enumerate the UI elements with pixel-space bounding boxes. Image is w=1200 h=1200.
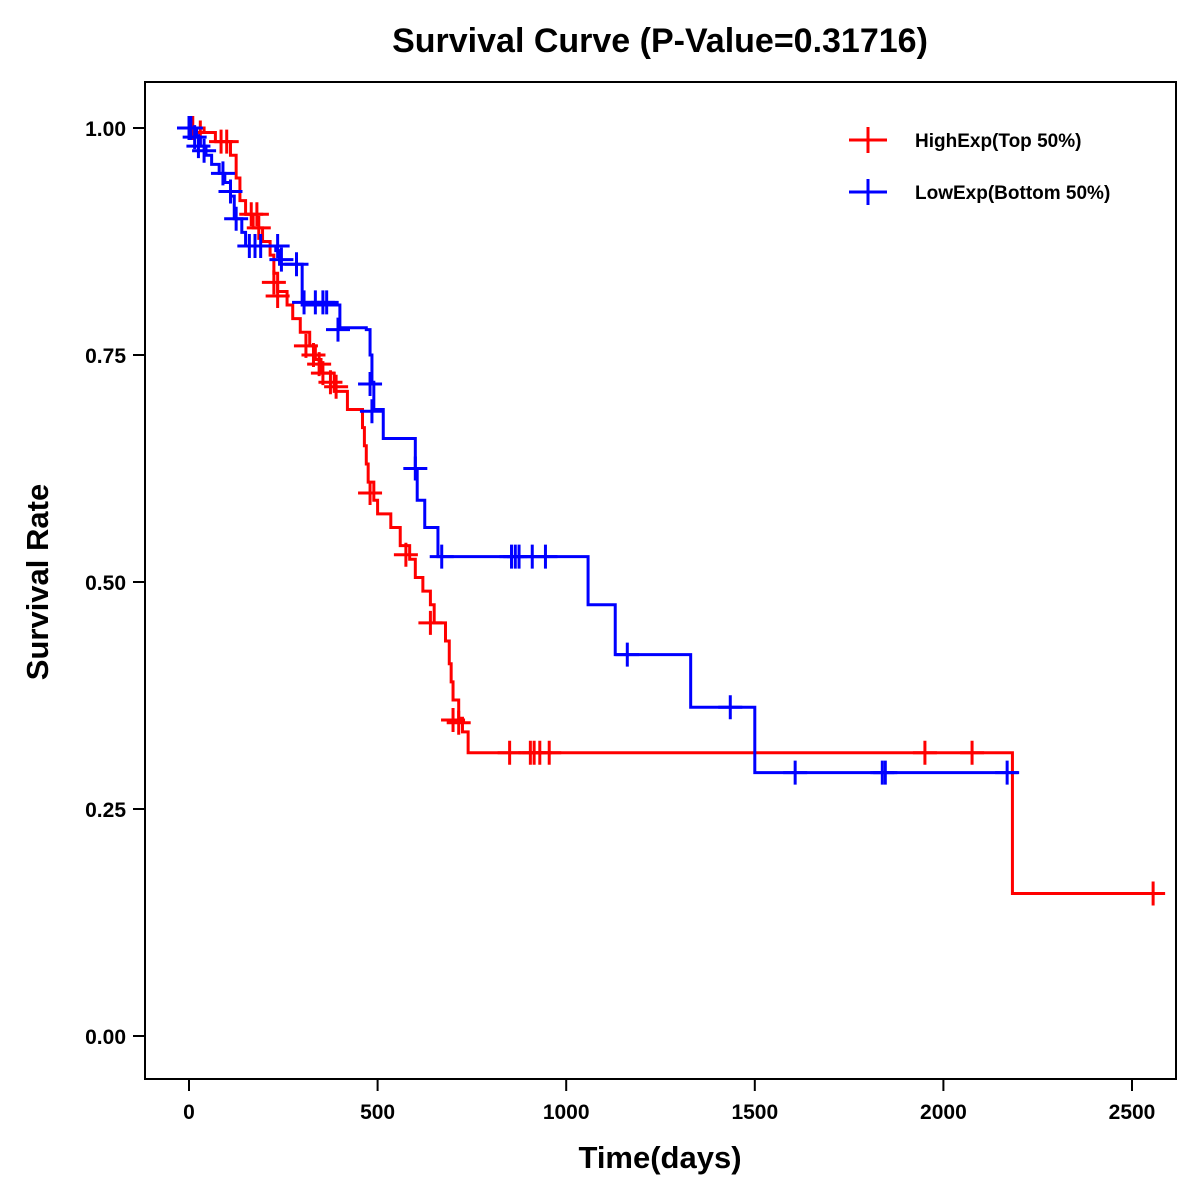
- plot-frame: [144, 81, 1177, 1080]
- censor-mark: [224, 206, 249, 231]
- y-tick-label: 1.00: [85, 118, 126, 141]
- censor-mark: [441, 708, 466, 733]
- censor-mark: [186, 134, 211, 159]
- censor-mark: [358, 481, 383, 506]
- x-tick-label: 2500: [1109, 1101, 1156, 1124]
- censor-mark: [325, 317, 350, 342]
- y-axis-title: Survival Rate: [20, 484, 55, 680]
- censor-mark: [615, 642, 640, 667]
- censor-mark: [261, 270, 286, 295]
- survival-step-line: [189, 126, 1155, 895]
- censor-mark: [265, 283, 290, 308]
- censor-mark: [429, 544, 454, 569]
- censor-mark: [218, 179, 243, 204]
- censor-mark: [314, 290, 339, 315]
- legend: HighExp(Top 50%) LowExp(Bottom 50%): [849, 127, 1110, 205]
- censor-mark: [960, 740, 985, 765]
- censor-mark: [537, 740, 562, 765]
- censor-mark: [265, 234, 290, 259]
- censor-mark: [393, 542, 418, 567]
- censor-mark: [359, 399, 384, 424]
- y-axis: 0.00 0.25 0.50 0.75 1.00: [85, 118, 145, 1049]
- x-tick-label: 2000: [920, 1101, 967, 1124]
- legend-item: HighExp(Top 50%): [849, 127, 1081, 153]
- chart-title: Survival Curve (P-Value=0.31716): [392, 22, 928, 60]
- censor-mark: [192, 138, 217, 163]
- y-tick-label: 0.00: [85, 1026, 126, 1049]
- censor-mark: [403, 456, 428, 481]
- censor-mark: [246, 215, 271, 240]
- censor-mark: [718, 695, 743, 720]
- censor-mark: [210, 161, 235, 186]
- censor-mark: [284, 252, 309, 277]
- censor-mark: [783, 760, 808, 785]
- censor-mark: [324, 374, 349, 399]
- censor-mark: [497, 740, 522, 765]
- x-tick-label: 0: [183, 1101, 195, 1124]
- series-layer: [177, 116, 1166, 906]
- legend-label: HighExp(Top 50%): [915, 131, 1081, 152]
- survival-step-line: [189, 126, 1019, 775]
- censor-mark: [533, 544, 558, 569]
- x-axis: 0 500 1000 1500 2000 2500: [183, 1080, 1155, 1124]
- censor-mark: [358, 372, 383, 397]
- legend-label: LowExp(Bottom 50%): [915, 183, 1110, 204]
- legend-plus-icon: [849, 179, 887, 205]
- censor-mark: [418, 610, 443, 635]
- censor-mark: [318, 370, 343, 395]
- legend-plus-icon: [849, 127, 887, 153]
- censor-mark: [1141, 881, 1166, 906]
- x-tick-label: 1500: [731, 1101, 778, 1124]
- censor-mark: [446, 710, 471, 735]
- y-tick-label: 0.75: [85, 345, 126, 368]
- x-axis-title: Time(days): [578, 1140, 741, 1175]
- censor-mark: [912, 740, 937, 765]
- series-highexp: [180, 116, 1166, 906]
- censor-mark: [269, 247, 294, 272]
- censor-mark: [244, 202, 269, 227]
- censor-mark: [873, 760, 898, 785]
- series-lowexp: [177, 116, 1020, 785]
- censor-mark: [214, 129, 239, 154]
- y-tick-label: 0.25: [85, 799, 126, 822]
- censor-mark: [995, 760, 1020, 785]
- y-tick-label: 0.50: [85, 572, 126, 595]
- legend-item: LowExp(Bottom 50%): [849, 179, 1110, 205]
- x-tick-label: 1000: [543, 1101, 590, 1124]
- x-tick-label: 500: [360, 1101, 395, 1124]
